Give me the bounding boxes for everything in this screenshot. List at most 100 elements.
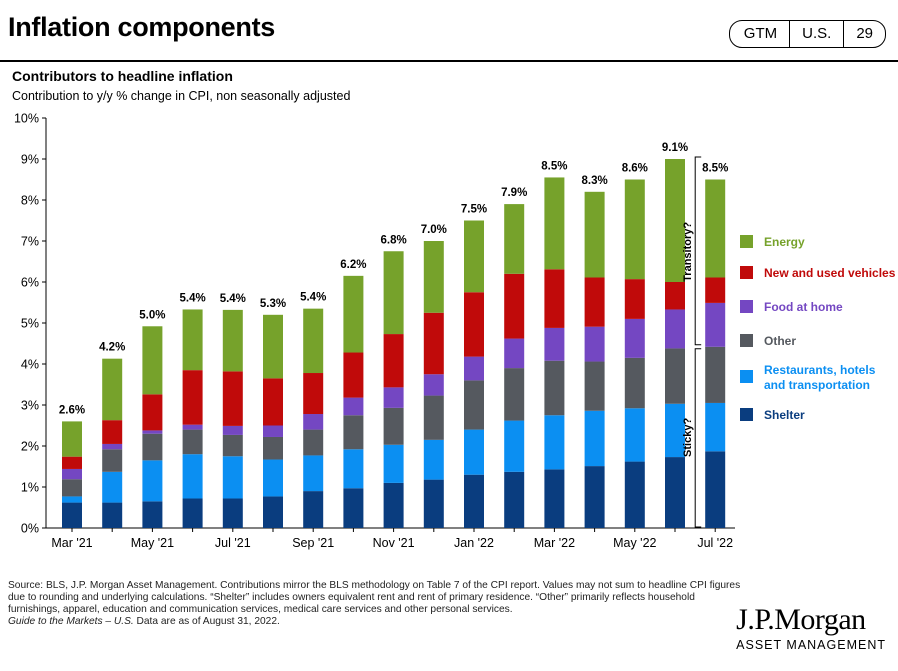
- bar-segment-new-and-used-vehicles: [584, 277, 605, 327]
- bar-segment-food-at-home: [665, 309, 685, 349]
- bar-segment-other: [383, 407, 404, 445]
- bar-segment-energy: [383, 251, 404, 335]
- y-tick-label: 6%: [21, 276, 39, 290]
- bar-segment-energy: [584, 191, 605, 278]
- chart-title: Contributors to headline inflation: [12, 68, 233, 84]
- bar-segment-other: [102, 449, 123, 472]
- x-tick-label: Jul '22: [697, 536, 733, 550]
- transitory-label: Transitory?: [682, 222, 694, 282]
- x-tick-label: May '22: [613, 536, 656, 550]
- bar-segment-energy: [102, 358, 123, 421]
- bar-segment-restaurants-hotels-and-transportation: [544, 415, 565, 470]
- bar-segment-new-and-used-vehicles: [665, 282, 685, 310]
- total-label: 5.4%: [300, 292, 326, 304]
- inflation-chart: 0% 1% 2% 3% 4% 5% 6% 7% 8% 9% 10% 2.6% Mar '21 4.2% 5.…: [14, 112, 896, 551]
- y-tick-label: 7%: [21, 235, 39, 249]
- bar-segment-food-at-home: [383, 387, 404, 408]
- total-label: 7.5%: [461, 204, 487, 216]
- guide-title: Guide to the Markets – U.S.: [8, 616, 134, 627]
- x-tick-label: Mar '22: [534, 536, 575, 550]
- bar-segment-shelter: [624, 461, 645, 528]
- sticky-label: Sticky?: [682, 418, 694, 457]
- badge-page-number: 29: [843, 21, 885, 47]
- bar-segment-shelter: [102, 502, 123, 528]
- badge-region: U.S.: [789, 21, 843, 47]
- legend-swatch: [740, 266, 753, 279]
- bar-segment-food-at-home: [504, 338, 525, 369]
- bar-segment-new-and-used-vehicles: [544, 269, 565, 328]
- x-tick-label: Mar '21: [51, 536, 92, 550]
- bar-segment-energy: [624, 179, 645, 280]
- bar-segment-food-at-home: [303, 414, 324, 430]
- y-tick-label: 4%: [21, 358, 39, 372]
- bar-segment-shelter: [544, 469, 565, 528]
- bar-segment-shelter: [303, 491, 324, 528]
- bar-segment-shelter: [222, 498, 243, 528]
- bar-segment-shelter: [665, 457, 685, 528]
- bar-segment-shelter: [423, 479, 444, 528]
- bar-segment-food-at-home: [263, 425, 283, 437]
- bar-segment-food-at-home: [423, 374, 444, 396]
- total-label: 8.5%: [702, 163, 728, 175]
- bar-segment-new-and-used-vehicles: [705, 277, 726, 303]
- total-label: 7.0%: [421, 224, 447, 236]
- bar-segment-energy: [665, 159, 685, 282]
- bar-segment-other: [303, 429, 324, 456]
- bar-segment-food-at-home: [705, 302, 726, 347]
- bar-segment-other: [182, 429, 203, 455]
- bar-segment-other: [423, 395, 444, 440]
- bar-segment-other: [222, 434, 243, 457]
- bar-segment-restaurants-hotels-and-transportation: [142, 460, 163, 502]
- y-tick-label: 5%: [21, 317, 39, 331]
- bar-segment-shelter: [182, 498, 203, 528]
- y-tick-label: 9%: [21, 153, 39, 167]
- bar-segment-shelter: [504, 471, 525, 528]
- bar-segment-food-at-home: [102, 443, 123, 450]
- bar-segment-other: [263, 436, 283, 460]
- legend-swatch: [740, 370, 753, 383]
- bar-segment-new-and-used-vehicles: [222, 371, 243, 426]
- x-tick-label: Nov '21: [373, 536, 415, 550]
- bar-segment-food-at-home: [544, 327, 565, 361]
- badge-gtm: GTM: [743, 25, 778, 42]
- total-label: 8.3%: [581, 175, 607, 187]
- bar-segment-restaurants-hotels-and-transportation: [62, 496, 82, 503]
- legend-swatch: [740, 235, 753, 248]
- bar-segment-other: [624, 357, 645, 409]
- page-title: Inflation components: [8, 12, 275, 42]
- bar-segment-restaurants-hotels-and-transportation: [182, 454, 203, 499]
- legend-label: Shelter: [764, 408, 805, 422]
- bar-segment-energy: [182, 309, 203, 371]
- bar-segment-energy: [303, 308, 324, 374]
- bar-segment-food-at-home: [343, 397, 364, 416]
- bar-segment-new-and-used-vehicles: [263, 378, 283, 426]
- footnote: Source: BLS, J.P. Morgan Asset Managemen…: [8, 580, 743, 628]
- legend-swatch: [740, 300, 753, 313]
- bar-segment-restaurants-hotels-and-transportation: [464, 429, 484, 475]
- total-label: 5.0%: [139, 309, 165, 321]
- bar-segment-restaurants-hotels-and-transportation: [624, 408, 645, 462]
- bar-segment-restaurants-hotels-and-transportation: [423, 439, 444, 480]
- bar-segment-other: [464, 380, 484, 430]
- chart-subtitle: Contribution to y/y % change in CPI, non…: [12, 89, 351, 103]
- logo-subtitle: ASSET MANAGEMENT: [736, 638, 886, 652]
- legend-label: Other: [764, 334, 796, 348]
- bar-segment-food-at-home: [222, 425, 243, 435]
- bar-segment-restaurants-hotels-and-transportation: [222, 456, 243, 499]
- bar-segment-restaurants-hotels-and-transportation: [705, 402, 726, 452]
- bar-segment-shelter: [263, 496, 283, 528]
- bar-segment-new-and-used-vehicles: [624, 279, 645, 319]
- title-divider: [0, 60, 898, 62]
- bar-segment-new-and-used-vehicles: [102, 420, 123, 444]
- bar-segment-restaurants-hotels-and-transportation: [102, 471, 123, 503]
- bar-segment-new-and-used-vehicles: [383, 334, 404, 388]
- transitory-bracket: [694, 156, 702, 346]
- bar-segment-restaurants-hotels-and-transportation: [665, 403, 685, 458]
- bar-segment-shelter: [142, 501, 163, 528]
- bar-segment-new-and-used-vehicles: [142, 394, 163, 431]
- bar-segment-energy: [504, 204, 525, 274]
- total-label: 8.5%: [541, 160, 567, 172]
- y-tick-label: 2%: [21, 440, 39, 454]
- legend-label: Energy: [764, 235, 805, 249]
- total-label: 6.2%: [340, 259, 366, 271]
